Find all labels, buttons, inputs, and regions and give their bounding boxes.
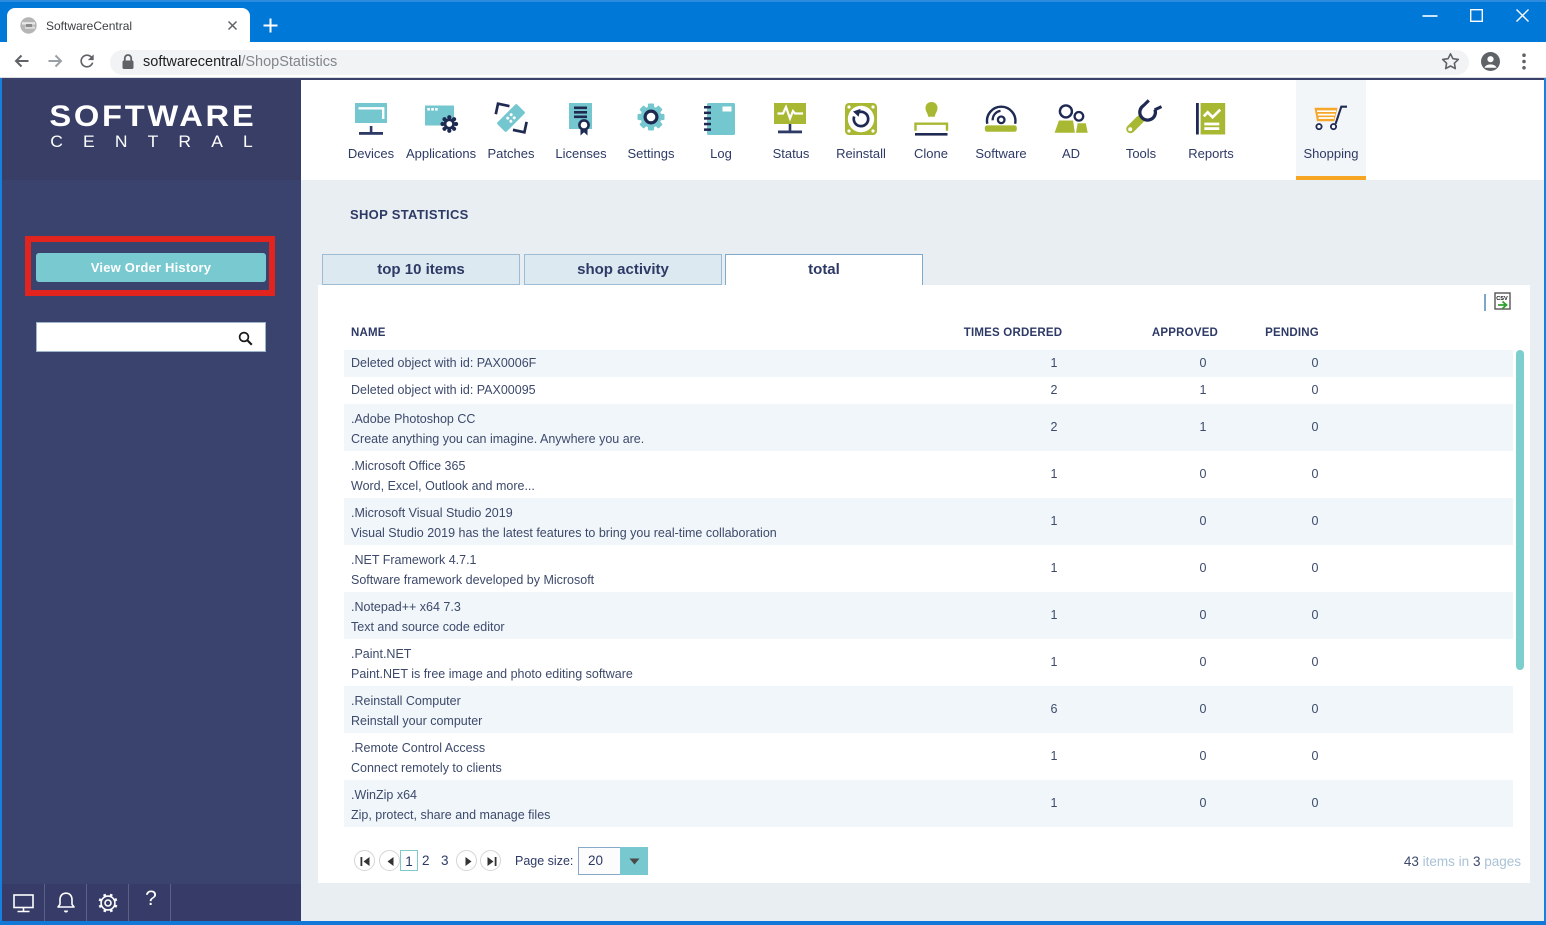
svg-text:CSV: CSV [1496, 296, 1508, 302]
